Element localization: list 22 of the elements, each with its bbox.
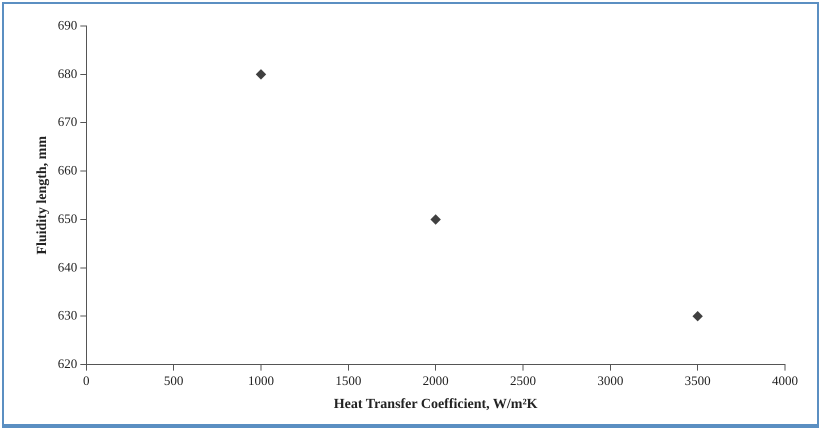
x-tick-label: 500 — [164, 372, 184, 388]
x-axis-title: Heat Transfer Coefficient, W/m²K — [334, 397, 538, 412]
y-tick-label: 650 — [58, 210, 78, 226]
y-tick-label: 660 — [58, 162, 78, 178]
point — [692, 311, 703, 322]
point — [256, 69, 266, 80]
y-tick-label: 680 — [58, 66, 78, 81]
y-tick-label: 670 — [58, 114, 78, 130]
y-tick-label: 630 — [58, 308, 78, 323]
x-tick-label: 0 — [83, 372, 90, 388]
x-tick-label: 4000 — [772, 372, 798, 388]
point — [430, 214, 441, 224]
x-tick-label: 3500 — [684, 372, 711, 388]
x-tick-label: 3000 — [597, 372, 624, 388]
y-tick-label: 690 — [58, 17, 78, 32]
x-tick-label: 2500 — [510, 372, 536, 388]
y-tick-label: 620 — [58, 356, 78, 372]
x-tick-label: 2000 — [422, 372, 449, 388]
y-axis-title: Fluidity length, mm — [35, 136, 50, 255]
x-tick-label: 1000 — [248, 372, 274, 388]
y-tick-label: 640 — [58, 259, 78, 274]
x-tick-label: 1500 — [335, 372, 362, 388]
